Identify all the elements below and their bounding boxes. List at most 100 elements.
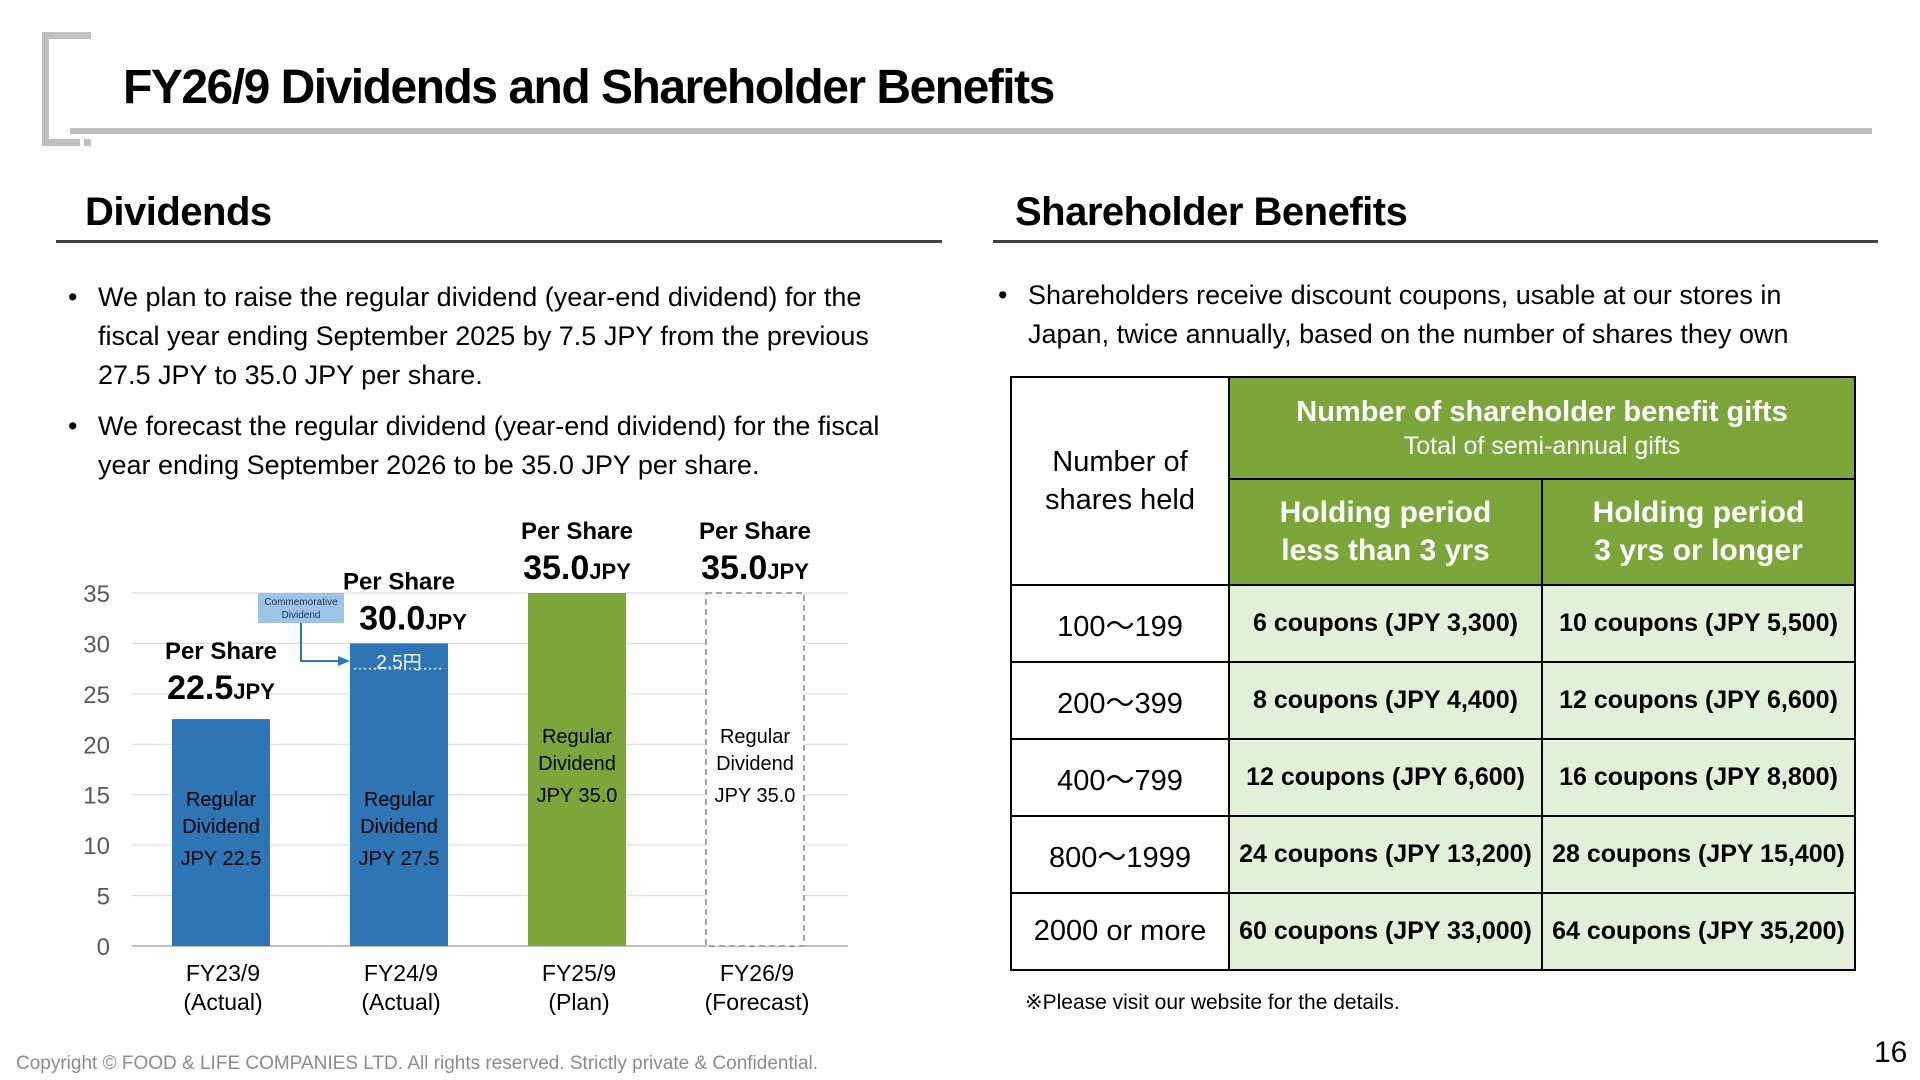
per-share-label: Per Share (165, 638, 277, 665)
y-tick-label: 0 (97, 934, 110, 961)
benefits-table: Number of shares held Number of sharehol… (1010, 376, 1856, 971)
dividend-bullet: We plan to raise the regular dividend (y… (68, 278, 928, 395)
table-row: 800～1999 24 coupons (JPY 13,200) 28 coup… (1010, 815, 1856, 894)
per-share-unit: JPY (589, 559, 631, 584)
bar-data-label: Dividend (716, 753, 794, 775)
benefits-heading: Shareholder Benefits (1015, 190, 1408, 234)
table-row: 200～399 8 coupons (JPY 4,400) 12 coupons… (1010, 661, 1856, 740)
title-rule (70, 128, 1872, 134)
bar-data-label: JPY 35.0 (715, 785, 796, 807)
shares-range: 2000 or more (1010, 892, 1230, 971)
gifts-group-title: Number of shareholder benefit gifts (1296, 396, 1788, 428)
bar-data-label: Regular (720, 726, 790, 748)
table-row: 400～799 12 coupons (JPY 6,600) 16 coupon… (1010, 738, 1856, 817)
dividend-bar (528, 593, 626, 946)
website-note: ※Please visit our website for the detail… (1025, 991, 1400, 1014)
dividends-rule (56, 240, 942, 243)
coupons-short: 12 coupons (JPY 6,600) (1228, 738, 1543, 817)
bar-data-label: Dividend (360, 816, 438, 838)
column-header-line: less than 3 yrs (1281, 534, 1490, 567)
per-share-value: 35.0JPY (701, 549, 809, 587)
dividend-bullet: We forecast the regular dividend (year-e… (68, 407, 928, 485)
y-tick-label: 30 (83, 631, 110, 658)
table-row: 2000 or more 60 coupons (JPY 33,000) 64 … (1010, 892, 1856, 971)
dividend-bar-forecast (705, 592, 805, 947)
dividends-heading: Dividends (85, 190, 272, 234)
y-tick-label: 25 (83, 682, 110, 709)
x-tick-label: FY25/9 (542, 960, 616, 986)
per-share-number: 35.0 (701, 549, 767, 587)
commemorative-callout-text: Commemorative (264, 597, 338, 608)
bar-data-label: JPY 22.5 (181, 848, 262, 870)
x-tick-label: FY24/9 (364, 960, 438, 986)
bar-data-label: Regular (542, 726, 612, 748)
bar-data-label: Regular (186, 789, 256, 811)
per-share-value: 22.5JPY (167, 669, 275, 707)
column-header-line: Holding period (1592, 496, 1805, 529)
x-tick-label: FY26/9 (720, 960, 794, 986)
y-tick-label: 5 (97, 884, 110, 911)
bar-data-label: JPY 35.0 (537, 785, 618, 807)
page-number: 16 (1874, 1036, 1908, 1069)
y-tick-label: 35 (83, 581, 110, 608)
x-tick-sublabel: (Actual) (183, 989, 262, 1015)
per-share-label: Per Share (343, 568, 455, 595)
dividend-bar (350, 668, 448, 946)
coupons-short: 6 coupons (JPY 3,300) (1228, 584, 1543, 663)
shares-held-header-line: Number of (1052, 446, 1188, 478)
bar-data-label: Dividend (538, 753, 616, 775)
coupons-long: 12 coupons (JPY 6,600) (1541, 661, 1856, 740)
shares-held-header: Number of shares held (1010, 376, 1230, 586)
bar-data-label: JPY 27.5 (359, 848, 440, 870)
coupons-long: 28 coupons (JPY 15,400) (1541, 815, 1856, 894)
commemorative-callout-box (258, 593, 344, 623)
copyright-footer: Copyright © FOOD & LIFE COMPANIES LTD. A… (16, 1053, 819, 1074)
dividend-chart: 0 5 10 15 20 25 30 35 Regular Dividend JPY 22.5 FY2… (83, 518, 848, 1015)
title-bracket-foot (84, 139, 91, 146)
gifts-group-header: Number of shareholder benefit gifts Tota… (1228, 376, 1856, 480)
coupons-short: 60 coupons (JPY 33,000) (1228, 892, 1543, 971)
per-share-number: 35.0 (523, 549, 589, 587)
title-bracket-decoration (42, 32, 91, 146)
coupons-short: 24 coupons (JPY 13,200) (1228, 815, 1543, 894)
y-tick-label: 20 (83, 732, 110, 759)
coupons-long: 10 coupons (JPY 5,500) (1541, 584, 1856, 663)
dividends-bullets: We plan to raise the regular dividend (y… (68, 278, 928, 497)
per-share-unit: JPY (425, 609, 467, 634)
bar-data-label: Regular (364, 789, 434, 811)
x-tick-sublabel: (Actual) (361, 989, 440, 1015)
y-tick-label: 10 (83, 833, 110, 860)
column-header-short: Holding period less than 3 yrs (1228, 478, 1543, 586)
x-tick-sublabel: (Forecast) (705, 989, 810, 1015)
coupons-long: 16 coupons (JPY 8,800) (1541, 738, 1856, 817)
per-share-number: 22.5 (167, 669, 233, 707)
per-share-unit: JPY (767, 559, 809, 584)
table-row: 100～199 6 coupons (JPY 3,300) 10 coupons… (1010, 584, 1856, 663)
dividend-bar (172, 719, 270, 946)
callout-arrow-head (338, 656, 350, 666)
x-tick-sublabel: (Plan) (548, 989, 609, 1015)
per-share-label: Per Share (699, 518, 811, 545)
coupons-short: 8 coupons (JPY 4,400) (1228, 661, 1543, 740)
per-share-unit: JPY (233, 679, 275, 704)
bar-data-label: Dividend (182, 816, 260, 838)
commemorative-data-label: 2.5円 (376, 652, 421, 673)
column-header-line: 3 yrs or longer (1594, 534, 1803, 567)
x-tick-label: FY23/9 (186, 960, 260, 986)
benefits-bullets: Shareholders receive discount coupons, u… (998, 276, 1868, 366)
page-title: FY26/9 Dividends and Shareholder Benefit… (123, 61, 1055, 114)
commemorative-bar-segment (350, 643, 448, 669)
commemorative-callout-text: Dividend (282, 610, 321, 621)
shares-range: 400～799 (1010, 738, 1230, 817)
shares-range: 200～399 (1010, 661, 1230, 740)
y-tick-label: 15 (83, 783, 110, 810)
per-share-label: Per Share (521, 518, 633, 545)
shares-range: 100～199 (1010, 584, 1230, 663)
callout-arrow-line (300, 623, 338, 662)
shares-range: 800～1999 (1010, 815, 1230, 894)
benefit-bullet: Shareholders receive discount coupons, u… (998, 276, 1868, 354)
per-share-value: 30.0JPY (359, 599, 467, 637)
shares-held-header-line: shares held (1045, 484, 1195, 516)
gifts-group-subtitle: Total of semi-annual gifts (1403, 432, 1681, 460)
benefits-rule (993, 240, 1878, 243)
